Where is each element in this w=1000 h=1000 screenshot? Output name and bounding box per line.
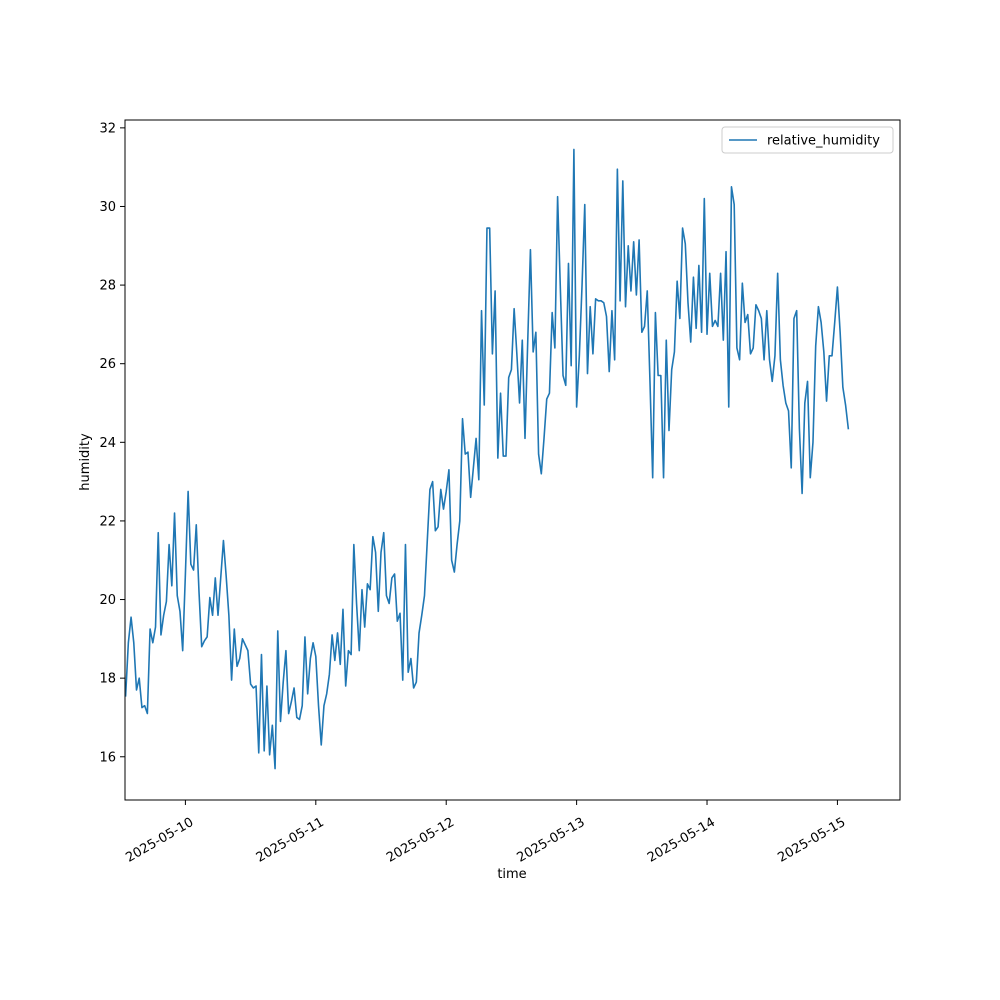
plot-area [124, 148, 850, 770]
series-line-relative-humidity [124, 148, 850, 770]
legend: relative_humidity [721, 126, 894, 154]
y-tick-label: 16 [99, 750, 116, 765]
y-tick-label: 28 [99, 279, 116, 294]
axes-frame [124, 119, 901, 801]
y-tick-label: 30 [99, 200, 116, 215]
y-tick-label: 26 [99, 357, 116, 372]
y-tick-label: 22 [99, 514, 116, 529]
legend-entry-relative-humidity: relative_humidity [767, 134, 880, 149]
x-axis-label: time [497, 867, 526, 882]
y-axis-label: humidity [78, 433, 93, 491]
y-tick-label: 18 [99, 672, 116, 687]
y-tick-label: 32 [99, 121, 116, 136]
y-tick-label: 24 [99, 436, 116, 451]
y-axis-ticks: 16 18 20 22 24 26 28 30 32 [99, 121, 125, 765]
legend-box [721, 126, 894, 154]
y-tick-label: 20 [99, 593, 116, 608]
